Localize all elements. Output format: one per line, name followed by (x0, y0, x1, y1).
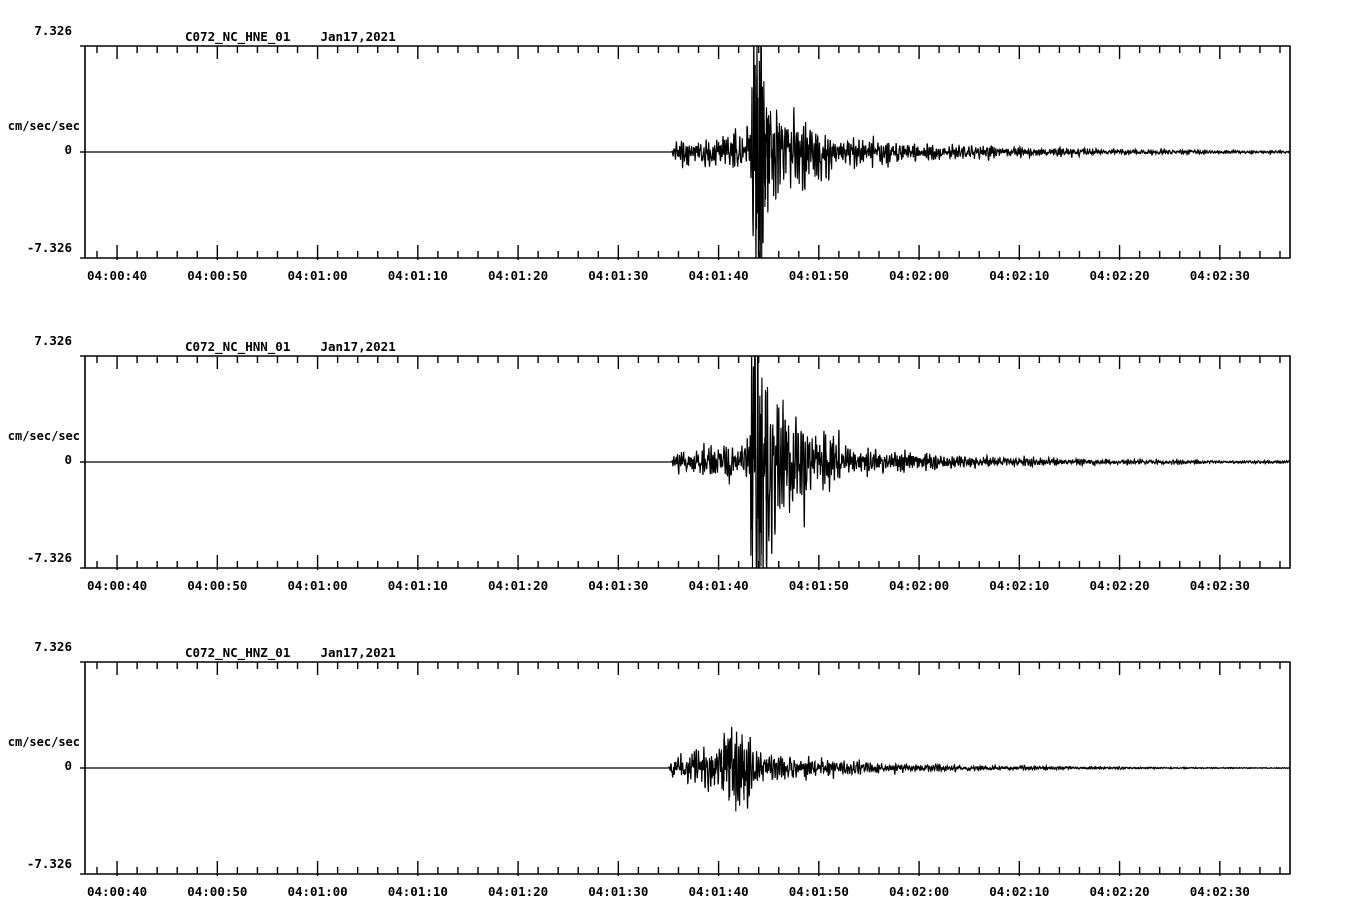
y-axis-units-label: cm/sec/sec (7, 735, 80, 749)
x-axis-tick-label: 04:01:20 (487, 884, 549, 899)
seismic-trace (85, 355, 1291, 569)
y-axis-max-label: 7.326 (34, 23, 72, 38)
x-axis-tick-label: 04:02:30 (1189, 268, 1250, 283)
x-axis-tick-label: 04:00:40 (86, 884, 148, 899)
y-axis-max-label: 7.326 (34, 333, 72, 348)
x-axis-tick-label: 04:02:10 (989, 268, 1050, 283)
y-axis-zero-label: 0 (64, 142, 72, 157)
panel-hne: C072_NC_HNE_01 Jan17,2021 7.326 cm/sec/s… (0, 0, 1358, 300)
axis-ticks (80, 45, 1281, 260)
y-axis-min-label: -7.326 (26, 856, 72, 871)
x-axis-tick-label: 04:02:30 (1189, 578, 1250, 593)
x-axis-tick-label: 04:02:20 (1089, 268, 1150, 283)
x-axis-tick-label: 04:01:00 (287, 578, 348, 593)
x-axis-tick-label: 04:01:30 (588, 884, 649, 899)
x-axis-tick-label: 04:01:40 (688, 268, 749, 283)
x-axis-tick-label: 04:02:20 (1089, 578, 1150, 593)
x-axis-tick-label: 04:02:20 (1089, 884, 1150, 899)
plot-frame (84, 661, 1291, 875)
x-axis-tick-label: 04:02:10 (989, 884, 1050, 899)
x-axis-tick-label: 04:01:00 (287, 884, 348, 899)
seismic-trace (85, 45, 1291, 259)
x-axis-tick-label: 04:00:40 (86, 268, 148, 283)
x-axis-tick-label: 04:01:40 (688, 578, 749, 593)
panel-title: C072_NC_HNE_01 Jan17,2021 (185, 29, 396, 44)
plot-frame (84, 355, 1291, 569)
x-axis-tick-label: 04:02:00 (888, 578, 950, 593)
x-axis-tick-label: 04:02:10 (989, 578, 1050, 593)
y-axis-units-label: cm/sec/sec (7, 429, 80, 443)
x-axis-tick-label: 04:01:10 (387, 884, 448, 899)
x-axis-tick-label: 04:00:50 (187, 268, 248, 283)
plot-frame (84, 45, 1291, 259)
waveform-plot-hne (80, 45, 1291, 260)
x-axis-tick-label: 04:02:30 (1189, 884, 1250, 899)
x-axis-tick-label: 04:01:30 (588, 268, 649, 283)
panel-title: C072_NC_HNN_01 Jan17,2021 (185, 339, 396, 354)
seismic-trace (85, 726, 1291, 812)
y-axis-max-label: 7.326 (34, 639, 72, 654)
y-axis-min-label: -7.326 (26, 240, 72, 255)
x-axis-tick-label: 04:01:50 (788, 884, 849, 899)
x-axis-tick-label: 04:01:20 (487, 268, 549, 283)
axis-ticks (80, 355, 1281, 570)
y-axis-zero-label: 0 (64, 758, 72, 773)
x-axis-tick-label: 04:01:10 (387, 268, 448, 283)
x-axis-tick-label: 04:01:30 (588, 578, 649, 593)
x-axis-tick-label: 04:01:20 (487, 578, 549, 593)
panel-hnn: C072_NC_HNN_01 Jan17,2021 7.326 cm/sec/s… (7, 333, 1291, 570)
axis-ticks (80, 661, 1281, 876)
x-axis-tick-label: 04:02:00 (888, 268, 950, 283)
x-axis-tick-label: 04:01:10 (387, 578, 448, 593)
y-axis-units-label: cm/sec/sec (7, 119, 80, 133)
panel-title: C072_NC_HNZ_01 Jan17,2021 (185, 645, 396, 660)
x-axis-tick-label: 04:00:50 (187, 884, 248, 899)
x-axis-tick-label: 04:01:50 (788, 268, 849, 283)
x-axis-tick-label: 04:01:00 (287, 268, 348, 283)
y-axis-min-label: -7.326 (26, 550, 72, 565)
y-axis-zero-label: 0 (64, 452, 72, 467)
waveform-plot-hnz (80, 661, 1291, 876)
x-axis-tick-label: 04:02:00 (888, 884, 950, 899)
x-axis-tick-label: 04:00:40 (86, 578, 148, 593)
x-axis-tick-label: 04:01:50 (788, 578, 849, 593)
x-axis-tick-label: 04:00:50 (187, 578, 248, 593)
x-axis-tick-label: 04:01:40 (688, 884, 749, 899)
waveform-plot-hnn (80, 355, 1291, 570)
